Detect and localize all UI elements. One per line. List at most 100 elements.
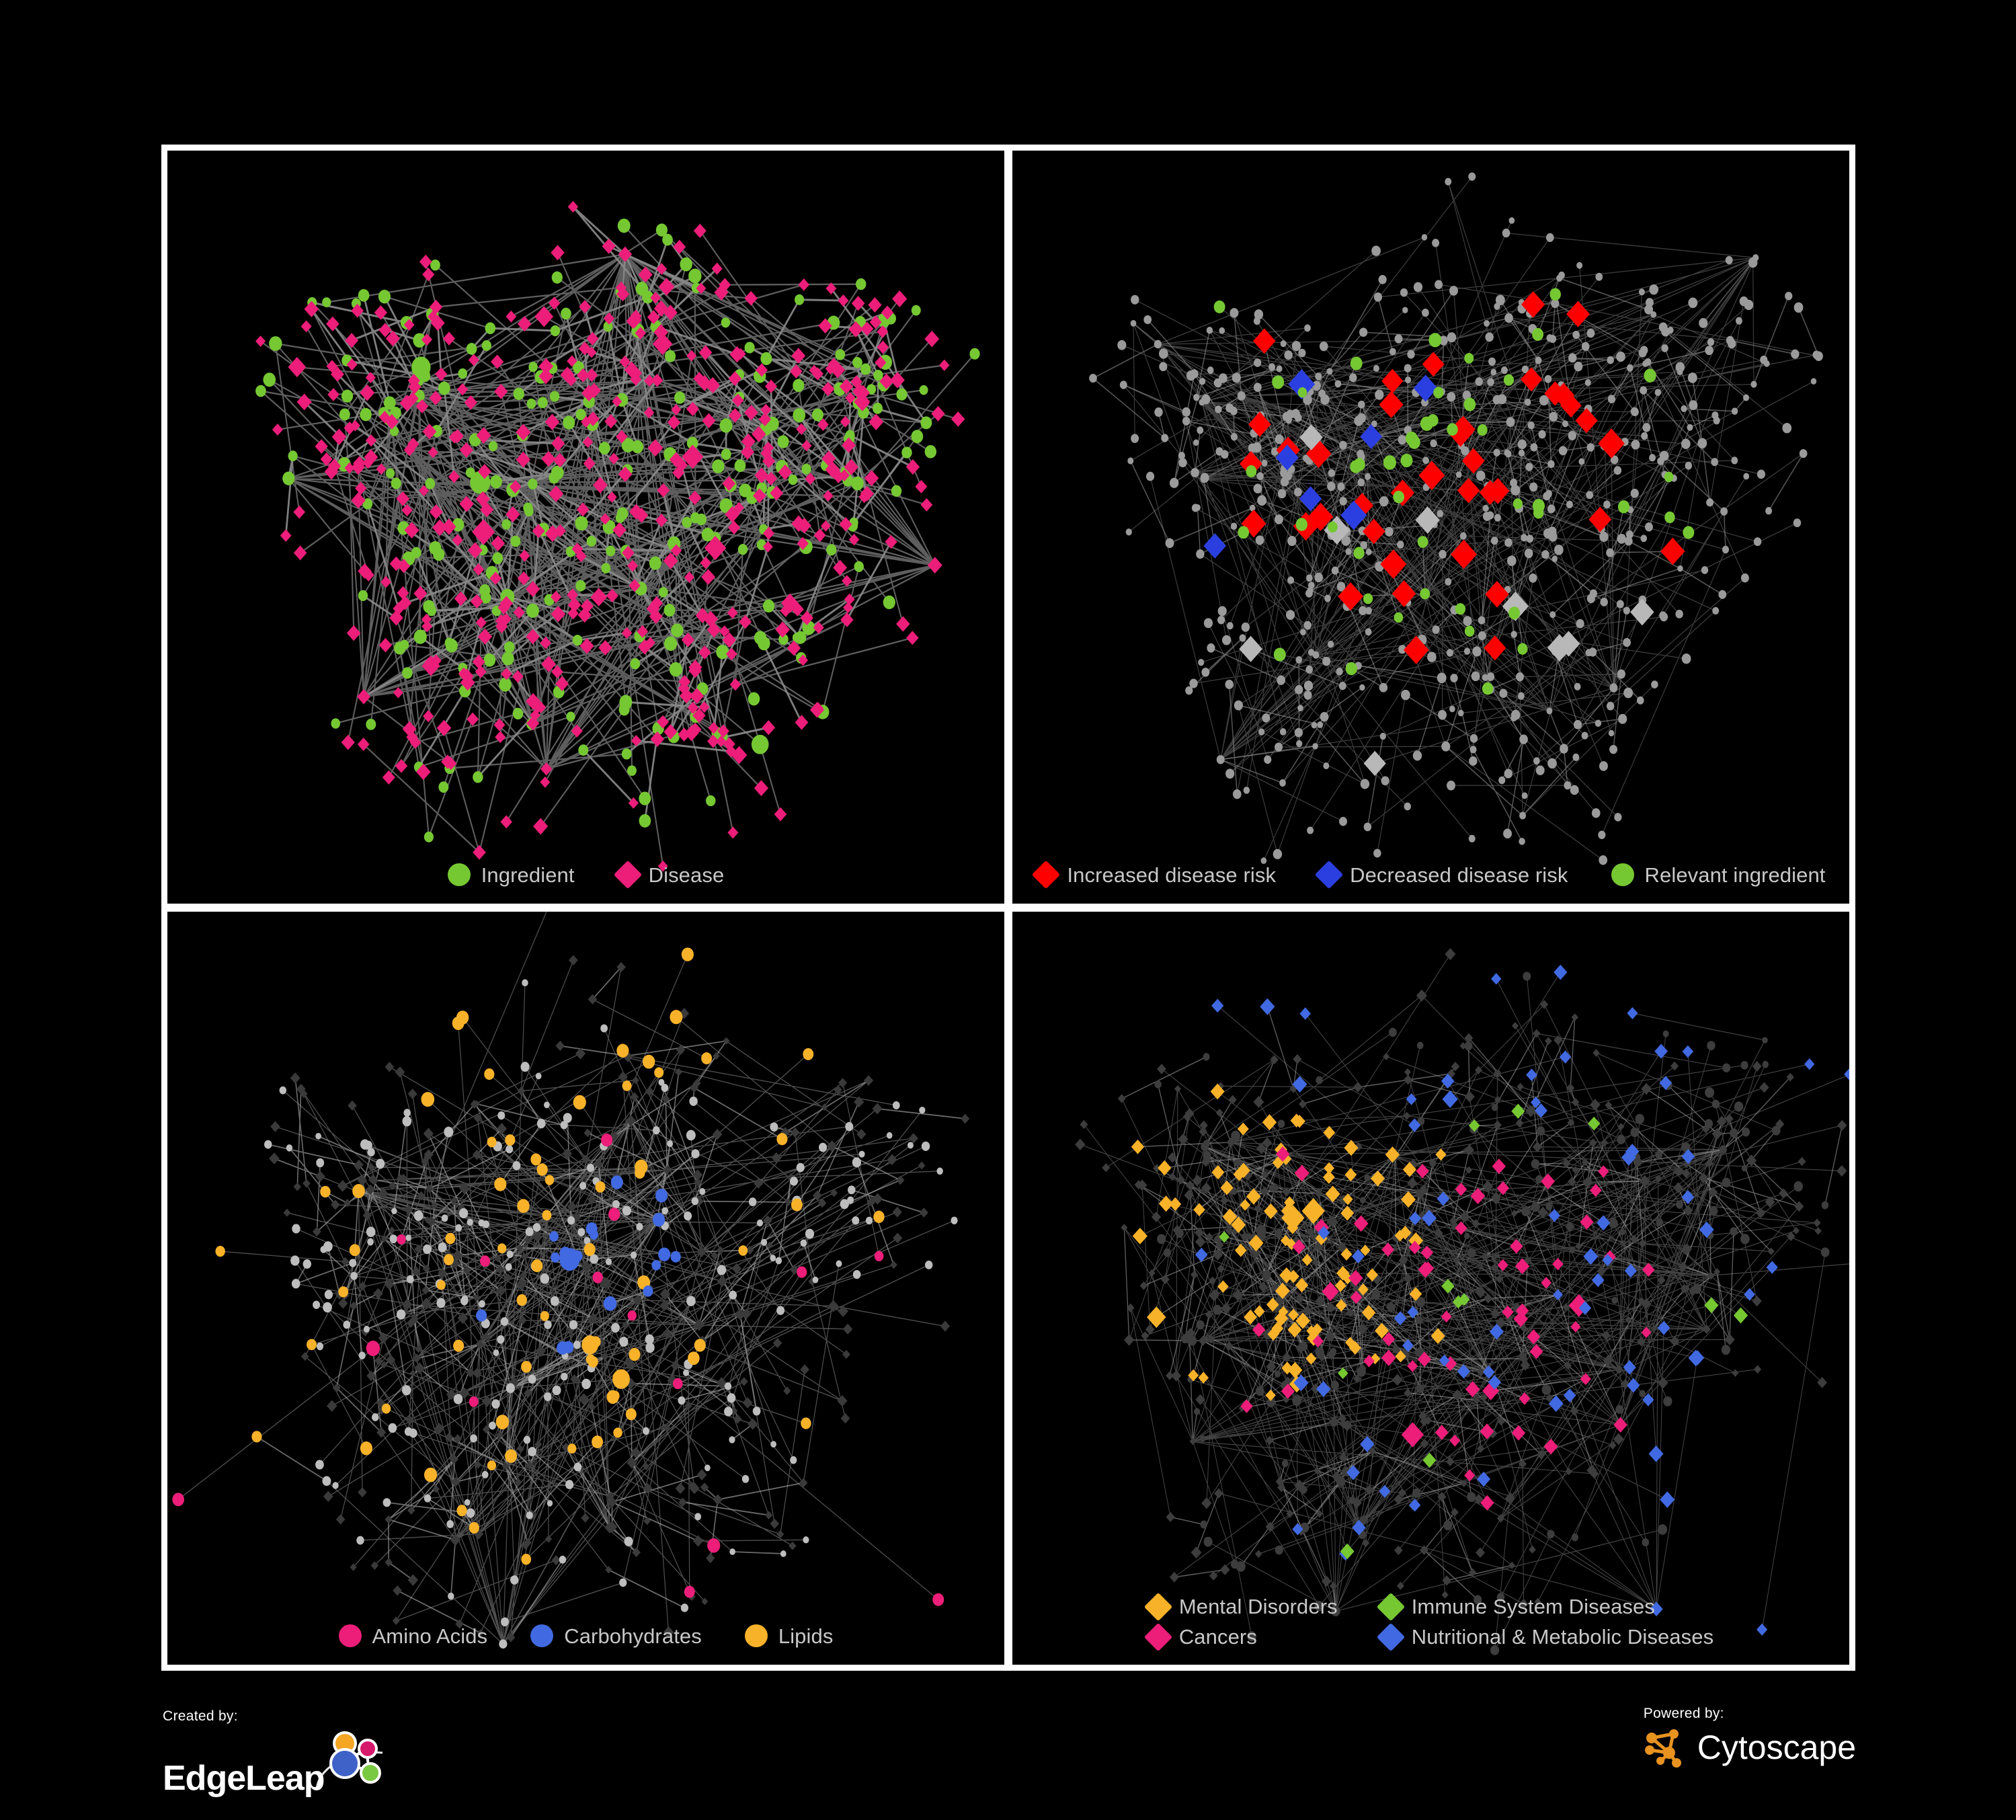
network-node-nutritional-metabolic <box>1554 964 1568 980</box>
network-node-background-disease <box>587 1194 596 1205</box>
network-node-background <box>1182 407 1191 417</box>
network-node-disease <box>852 383 867 400</box>
network-node-background <box>1469 734 1478 743</box>
network-node-carbohydrates <box>603 1296 617 1311</box>
network-node-ingredient <box>802 621 815 635</box>
network-node-background <box>1229 406 1238 416</box>
network-node-background-disease <box>1476 1547 1485 1558</box>
network-node-background-disease <box>1191 1546 1202 1559</box>
network-node-background <box>1631 440 1640 450</box>
network-node-ingredient <box>891 485 902 497</box>
network-node-lipids <box>738 1245 748 1256</box>
network-node-ingredient <box>664 350 676 362</box>
network-node-background-ingredient <box>552 1385 561 1396</box>
network-node-background <box>1599 855 1608 865</box>
network-node-background-ingredient <box>852 1269 861 1279</box>
network-node-increased-disease-risk <box>1240 450 1262 477</box>
network-node-background-disease <box>1708 1187 1718 1197</box>
network-node-background-ingredient <box>1258 1225 1266 1235</box>
network-node-disease <box>419 485 430 497</box>
network-node-background-disease <box>600 1277 612 1290</box>
network-node-background <box>1145 471 1155 481</box>
network-node-nutritional-metabolic <box>1757 1623 1768 1636</box>
network-node-background <box>1253 483 1262 493</box>
network-node-background <box>1404 802 1411 811</box>
network-node-background-disease <box>772 1337 782 1349</box>
network-node-background <box>1667 326 1674 334</box>
panel-ingredient-class-network[interactable]: Amino Acids Carbohydrates Lipids <box>167 912 1004 1665</box>
network-node-ingredient <box>721 448 731 461</box>
network-node-background <box>1437 672 1447 684</box>
network-node-ingredient <box>621 438 635 452</box>
network-node-background-disease <box>1126 1303 1135 1312</box>
network-node-ingredient <box>537 397 548 409</box>
network-node-background-disease <box>1837 1119 1847 1131</box>
network-node-background-ingredient <box>1536 1126 1545 1136</box>
network-node-relevant-ingredient <box>1297 387 1307 398</box>
network-node-background <box>1303 394 1312 405</box>
network-node-background <box>1572 330 1580 339</box>
network-node-disease <box>346 625 361 641</box>
network-node-background <box>1549 411 1558 422</box>
network-node-background <box>1607 395 1616 403</box>
network-node-background-disease <box>692 1169 703 1181</box>
network-node-background-ingredient <box>907 1142 914 1149</box>
network-node-mental-disorders <box>1324 1162 1335 1175</box>
network-node-disease <box>541 656 556 672</box>
panel-ingredient-disease-network[interactable]: Ingredient Disease <box>167 151 1004 904</box>
network-node-background-ingredient <box>661 1207 669 1215</box>
network-graph-ingredient-disease[interactable] <box>167 151 1004 904</box>
network-node-background <box>1589 589 1598 598</box>
network-node-background-ingredient <box>704 1464 711 1472</box>
network-node-background-disease <box>1254 1550 1262 1558</box>
network-node-background-disease <box>1529 1545 1536 1554</box>
network-node-background <box>1538 430 1546 439</box>
network-node-disease <box>579 300 591 314</box>
panel-disease-risk-network[interactable]: Increased disease risk Decreased disease … <box>1012 151 1849 904</box>
network-node-lipids <box>595 1181 606 1193</box>
network-node-background-disease <box>675 1482 686 1495</box>
network-node-background <box>1232 372 1241 383</box>
network-node-disease <box>468 354 479 366</box>
network-node-background <box>1549 611 1556 619</box>
network-node-background-disease <box>1080 1119 1088 1130</box>
network-node-background <box>1261 459 1268 467</box>
panel-disease-class-network[interactable]: Mental Disorders Immune System Diseases Ca… <box>1012 912 1849 1665</box>
network-graph-disease-risk[interactable] <box>1012 151 1849 904</box>
network-node-carbohydrates <box>655 1189 668 1203</box>
network-node-background <box>1196 549 1205 559</box>
network-node-background <box>1490 537 1498 545</box>
network-node-ingredient <box>366 719 376 730</box>
network-node-disease <box>671 404 682 416</box>
network-node-background <box>1469 746 1477 754</box>
network-node-immune-system <box>1733 1307 1748 1324</box>
network-node-background <box>1624 537 1633 546</box>
network-node-disease <box>472 519 495 545</box>
network-node-disease <box>385 330 400 347</box>
network-node-relevant-ingredient <box>1427 414 1439 427</box>
network-node-background-disease <box>890 1261 897 1269</box>
network-node-background-ingredient <box>1742 1127 1750 1137</box>
network-node-background-disease <box>739 1377 748 1386</box>
network-node-disease <box>879 373 894 390</box>
network-node-background-ingredient <box>1262 1270 1271 1280</box>
network-node-background-disease <box>1322 1315 1330 1324</box>
network-node-background-disease <box>1837 1164 1847 1177</box>
network-node-disease <box>778 464 793 481</box>
network-node-background-ingredient <box>569 1320 578 1330</box>
network-node-background-ingredient <box>1201 1142 1209 1152</box>
network-node-lipids <box>436 1279 446 1290</box>
network-node-disease <box>404 522 419 539</box>
network-graph-disease-class[interactable] <box>1012 912 1849 1665</box>
network-graph-ingredient-class[interactable] <box>167 912 1004 1665</box>
network-node-background-ingredient <box>796 1162 805 1173</box>
network-node-ingredient <box>793 408 806 423</box>
network-node-disease <box>754 467 769 483</box>
network-node-background <box>1445 578 1452 586</box>
network-node-background <box>1586 328 1595 338</box>
network-node-background <box>1327 640 1334 648</box>
network-node-background-disease <box>1446 1456 1455 1466</box>
network-node-background-disease <box>840 1413 850 1424</box>
network-node-background-ingredient <box>402 1115 412 1127</box>
network-node-background-disease <box>581 1513 590 1523</box>
